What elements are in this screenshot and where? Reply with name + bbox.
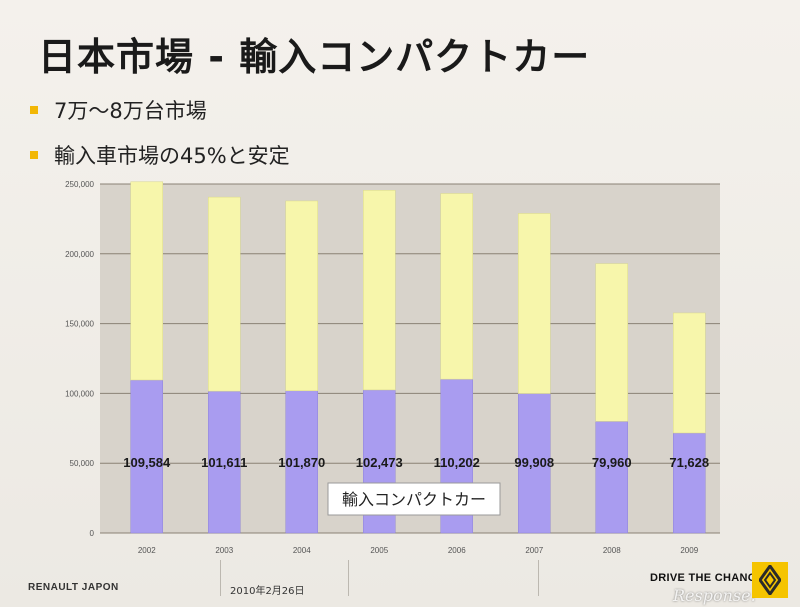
x-tick-label: 2003 — [215, 546, 233, 555]
data-label: 79,960 — [592, 455, 632, 470]
bullet-item: 7万～8万台市場 — [30, 90, 290, 130]
legend: 輸入コンパクトカー — [327, 482, 501, 516]
data-labels: 109,584 101,611 101,870 102,473 110,202 99,90… — [123, 455, 709, 470]
y-tick-label: 200,000 — [65, 250, 94, 259]
y-axis: 0 50,000 100,000 150,000 200,000 250,000 — [65, 180, 94, 538]
x-tick-label: 2008 — [603, 546, 621, 555]
x-tick-label: 2006 — [448, 546, 466, 555]
renault-logo-icon — [752, 562, 788, 598]
y-tick-label: 50,000 — [70, 459, 95, 468]
footer: RENAULT JAPON 2010年2月26日 DRIVE THE CHANG… — [0, 560, 800, 607]
footer-date: 2010年2月26日 — [230, 586, 305, 597]
bar-other — [518, 213, 551, 394]
legend-label: 輸入コンパクトカー — [342, 490, 486, 509]
bullet-text: 輸入車市場の45%と安定 — [54, 144, 290, 168]
data-label: 110,202 — [434, 455, 480, 470]
x-tick-label: 2009 — [680, 546, 698, 555]
bar-other — [363, 190, 396, 391]
footer-tagline: DRIVE THE CHANGE — [650, 572, 765, 584]
bar-compact — [673, 432, 706, 534]
data-label: 101,870 — [278, 455, 325, 470]
bar-compact — [208, 390, 241, 534]
x-tick-label: 2002 — [138, 546, 156, 555]
bar-compact — [595, 421, 628, 534]
chart: 0 50,000 100,000 150,000 200,000 250,000 109,… — [30, 176, 730, 561]
data-label: 71,628 — [669, 455, 709, 470]
legend-box — [327, 482, 501, 516]
y-tick-label: 250,000 — [65, 180, 94, 189]
bullet-square-icon — [30, 151, 38, 159]
gridlines — [100, 183, 720, 534]
bar-compact — [285, 390, 318, 534]
watermark: Response. — [673, 586, 756, 605]
footer-divider — [538, 560, 539, 596]
x-tick-label: 2005 — [370, 546, 388, 555]
bar-other — [208, 196, 241, 392]
y-tick-label: 100,000 — [65, 389, 94, 398]
bullet-list: 7万～8万台市場 輸入車市場の45%と安定 — [30, 90, 290, 175]
data-label: 99,908 — [514, 455, 554, 470]
bullet-item: 輸入車市場の45%と安定 — [30, 135, 290, 175]
bar-other — [673, 312, 706, 434]
bar-other — [285, 200, 318, 392]
bullet-square-icon — [30, 106, 38, 114]
bar-other — [595, 263, 628, 422]
x-tick-label: 2007 — [525, 546, 543, 555]
x-axis: 2002 2003 2004 2005 2006 2007 2008 2009 — [138, 546, 699, 555]
y-tick-label: 150,000 — [65, 320, 94, 329]
slide-title: 日本市場 - 輸入コンパクトカー — [38, 35, 591, 79]
bar-chart-svg: 0 50,000 100,000 150,000 200,000 250,000 109,… — [65, 180, 720, 555]
data-label: 109,584 — [123, 455, 171, 470]
bullet-text: 7万～8万台市場 — [54, 99, 207, 123]
bar-other — [130, 181, 163, 381]
y-tick-label: 0 — [90, 529, 95, 538]
bar-compact — [130, 379, 163, 534]
footer-divider — [220, 560, 221, 596]
x-tick-label: 2004 — [293, 546, 311, 555]
footer-divider — [348, 560, 349, 596]
footer-brand: RENAULT JAPON — [28, 582, 119, 593]
data-label: 101,611 — [201, 455, 247, 470]
data-label: 102,473 — [356, 455, 403, 470]
bar-other — [440, 193, 473, 380]
